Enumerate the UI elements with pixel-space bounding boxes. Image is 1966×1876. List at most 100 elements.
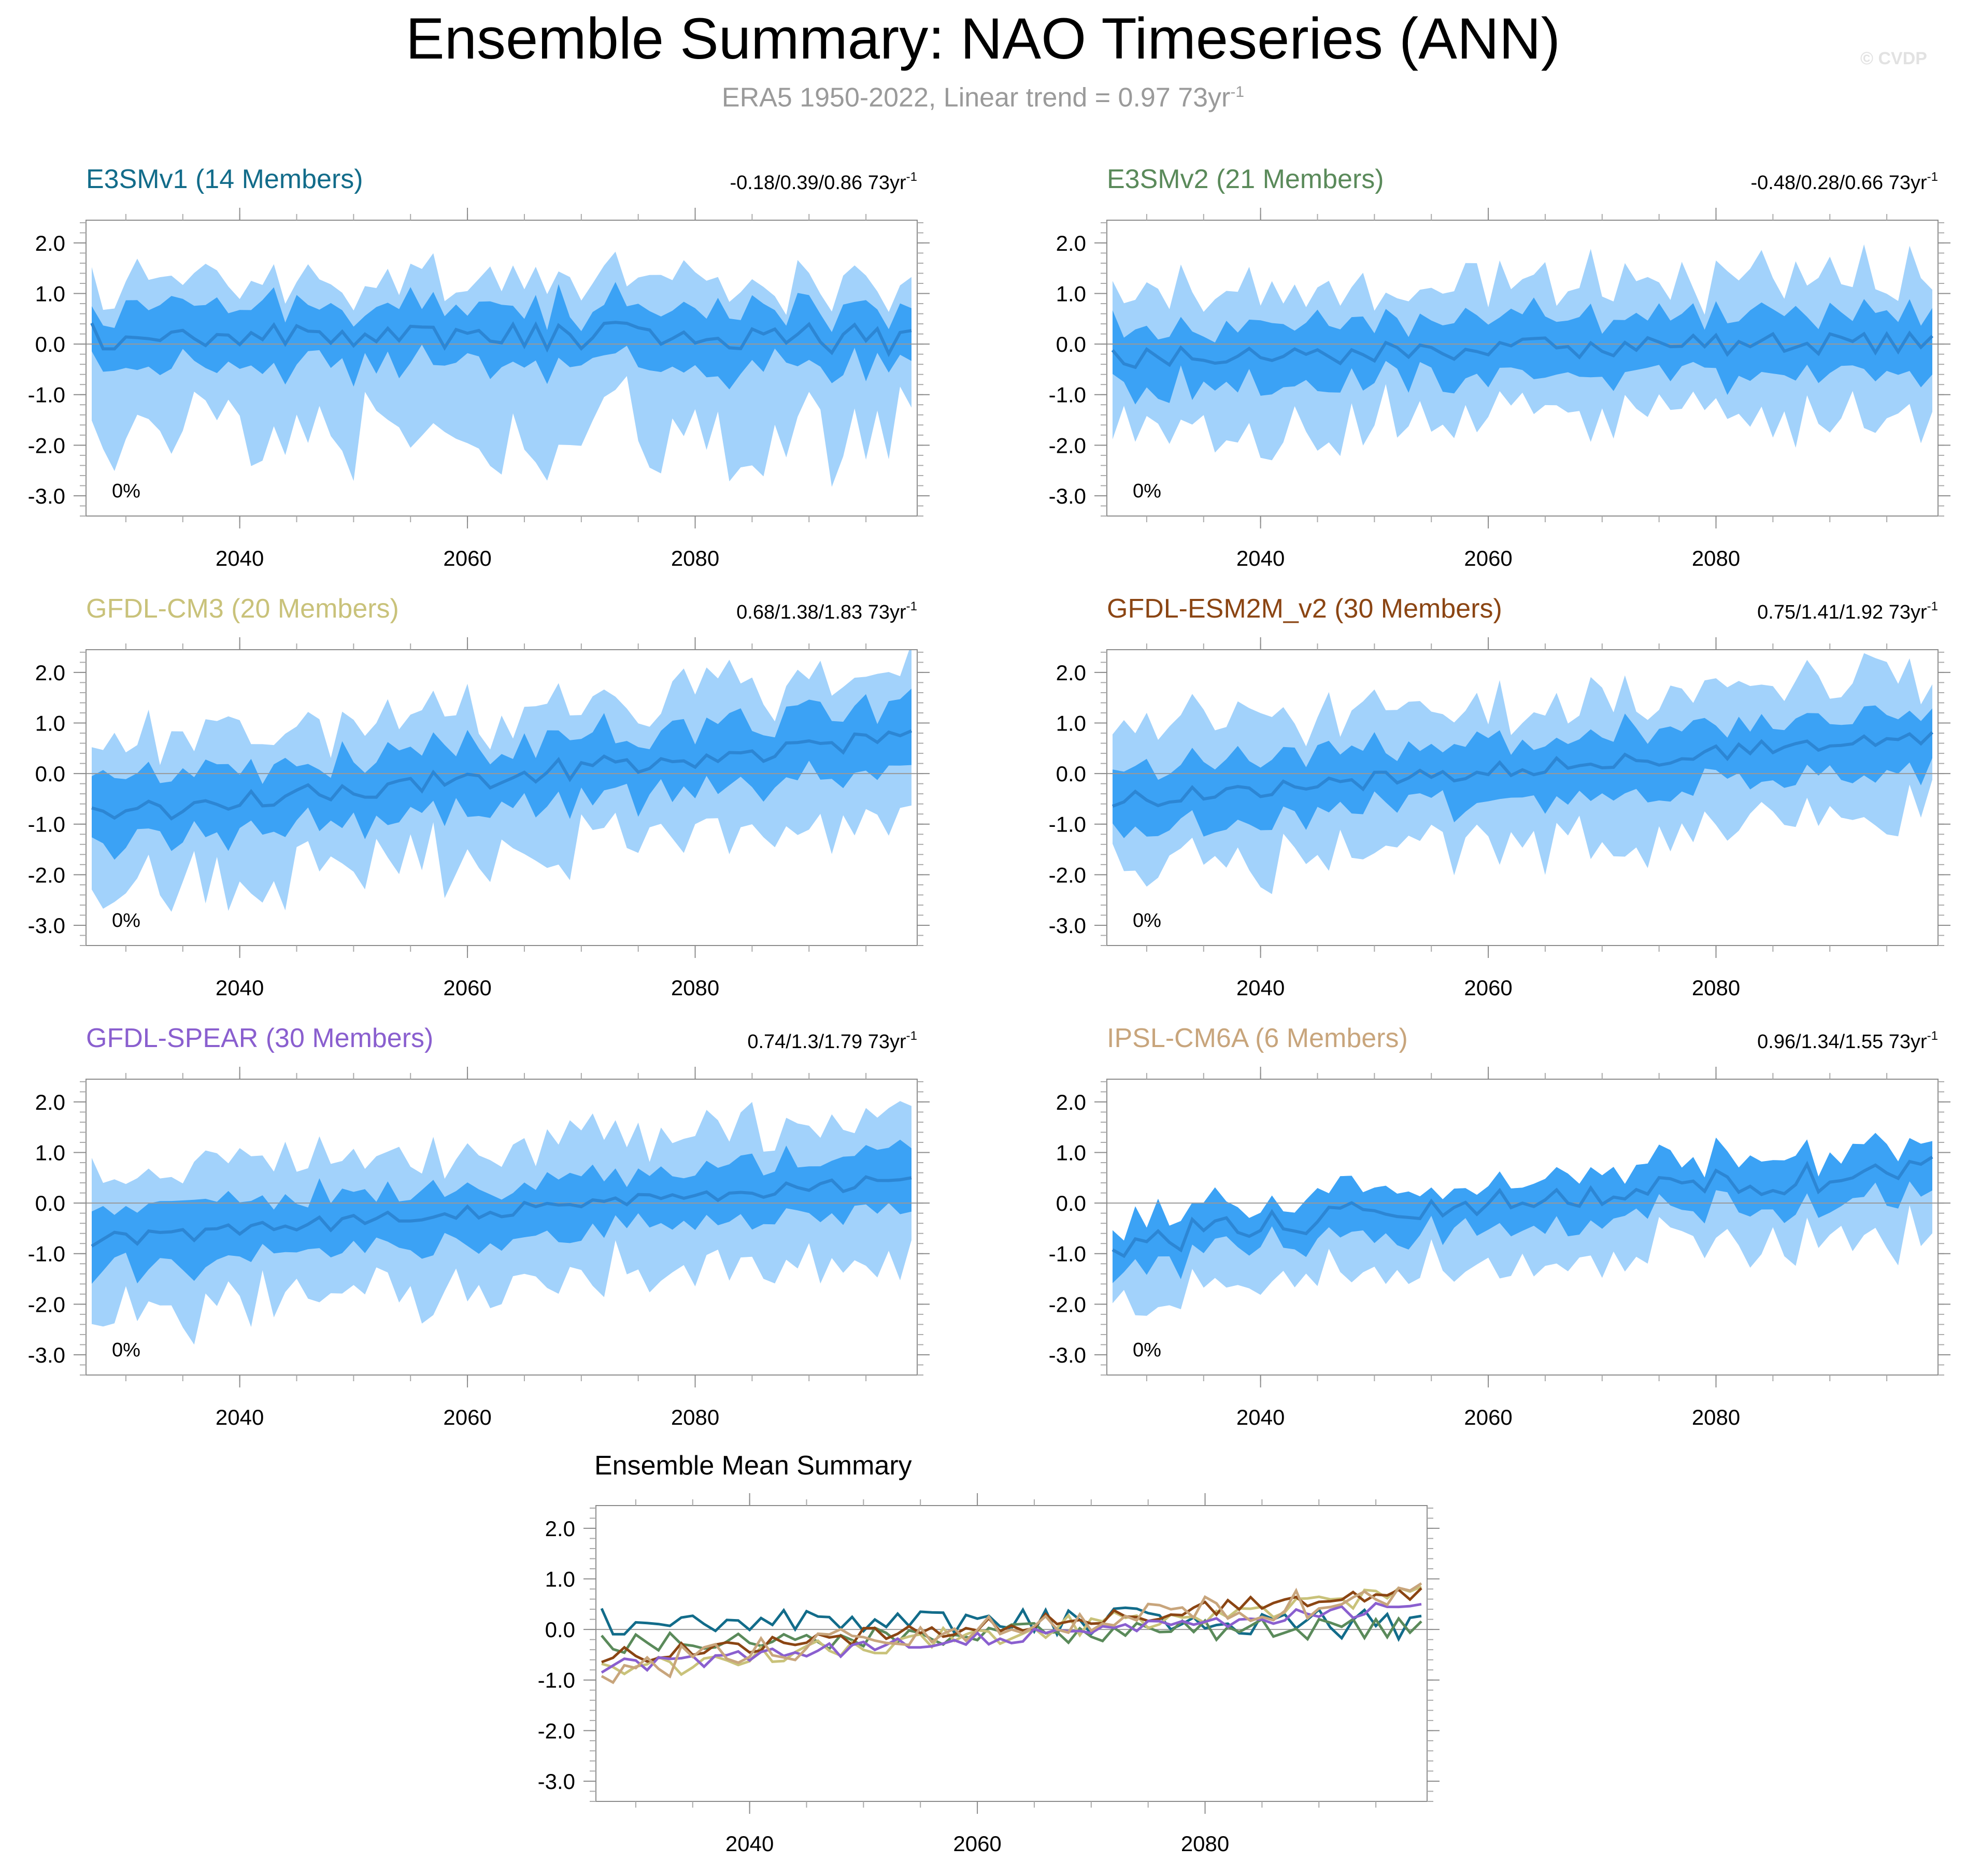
panel-ipsl-cm6a-percent-label: 0%: [1133, 1339, 1161, 1361]
panel-e3smv2-ytick-label: -3.0: [1049, 484, 1086, 508]
panel-gfdl-spear: 2.0 1.0 0.0 -1.0 -2.0 -3.0 2040 2060 2080 GFDL-SP…: [28, 1023, 930, 1429]
panel-gfdl-esm2m-v2-plot-area: [1107, 653, 1938, 894]
subtitle-exponent: -1: [1230, 83, 1245, 101]
panel-gfdl-spear-trend-label: 0.74/1.3/1.79 73yr-1: [747, 1029, 917, 1053]
panel-gfdl-cm3-xtick-label: 2040: [216, 976, 264, 1000]
panel-e3smv1-plot-area: [86, 251, 917, 487]
cvdp-watermark: © CVDP: [1860, 49, 1927, 68]
panel-gfdl-spear-mean-line: [91, 1175, 912, 1248]
summary-ytick-label: -1.0: [538, 1668, 575, 1693]
panel-gfdl-spear-trend-value: 0.74/1.3/1.79 73yr: [747, 1031, 906, 1053]
panel-gfdl-cm3-ytick-label: 2.0: [35, 661, 65, 685]
ensemble-mean-summary: Ensemble Mean Summary 2.0 1.0 0.0 -1.0 -2.0 -3…: [538, 1451, 1440, 1856]
panel-gfdl-esm2m-v2-ytick-label: -1.0: [1049, 812, 1086, 837]
panel-gfdl-esm2m-v2-xtick-label: 2060: [1464, 976, 1512, 1000]
panel-e3smv1-ytick-label: -1.0: [28, 383, 65, 407]
panel-e3smv2-ytick-label: -2.0: [1049, 433, 1086, 457]
panel-e3smv1-inner-band: [92, 282, 911, 390]
panel-e3smv2-ytick-label: 2.0: [1056, 231, 1086, 255]
panel-e3smv1-percent-label: 0%: [112, 480, 140, 502]
panel-gfdl-cm3-trend-label: 0.68/1.38/1.83 73yr-1: [736, 599, 917, 623]
panel-gfdl-spear-percent-label: 0%: [112, 1339, 140, 1361]
panel-gfdl-cm3-ytick-label: 0.0: [35, 762, 65, 786]
summary-ytick-label: -2.0: [538, 1719, 575, 1743]
panel-e3smv1-ytick-label: 1.0: [35, 282, 65, 306]
panel-gfdl-spear-plot-area: [86, 1101, 917, 1345]
summary-frame: [595, 1505, 1428, 1802]
summary-line-ipsl-cm6a: [601, 1582, 1422, 1684]
panel-gfdl-esm2m-v2-trend-label: 0.75/1.41/1.92 73yr-1: [1757, 599, 1938, 623]
panel-gfdl-esm2m-v2-xtick-label: 2040: [1236, 976, 1285, 1000]
panel-e3smv1-ytick-label: -2.0: [28, 433, 65, 457]
panel-ipsl-cm6a-trend-label: 0.96/1.34/1.55 73yr-1: [1757, 1029, 1938, 1053]
panel-gfdl-spear-trend-exponent: -1: [906, 1029, 917, 1043]
panel-gfdl-cm3-frame: [86, 649, 918, 946]
summary-xtick-label: 2060: [953, 1831, 1001, 1856]
panel-gfdl-cm3-trend-exponent: -1: [906, 599, 917, 613]
panel-e3smv2: 2.0 1.0 0.0 -1.0 -2.0 -3.0 2040 2060 2080 E3SMv2 …: [1049, 164, 1950, 570]
summary-plot-area: [596, 1582, 1427, 1684]
panel-gfdl-cm3-ytick-label: 1.0: [35, 711, 65, 736]
panel-gfdl-spear-ytick-label: 1.0: [35, 1141, 65, 1165]
panel-ipsl-cm6a-trend-exponent: -1: [1927, 1029, 1938, 1043]
panel-e3smv2-trend-value: -0.48/0.28/0.66 73yr: [1751, 172, 1927, 194]
panel-gfdl-cm3-title: GFDL-CM3 (20 Members): [86, 594, 399, 624]
panel-ipsl-cm6a-xtick-label: 2060: [1464, 1405, 1512, 1429]
panel-gfdl-spear-xtick-label: 2040: [216, 1405, 264, 1429]
panel-gfdl-cm3-mean-line: [91, 729, 913, 821]
figure-subtitle: ERA5 1950-2022, Linear trend = 0.97 73yr…: [0, 76, 1966, 114]
panel-gfdl-esm2m-v2-trend-value: 0.75/1.41/1.92 73yr: [1757, 602, 1927, 623]
panel-gfdl-esm2m-v2-title: GFDL-ESM2M_v2 (30 Members): [1107, 594, 1502, 624]
panel-gfdl-cm3-xtick-label: 2060: [443, 976, 491, 1000]
panel-gfdl-spear-ytick-label: -2.0: [28, 1292, 65, 1316]
panel-e3smv2-trend-label: -0.48/0.28/0.66 73yr-1: [1751, 170, 1938, 194]
panel-ipsl-cm6a-ytick-label: -2.0: [1049, 1292, 1086, 1316]
panel-e3smv2-ytick-label: 0.0: [1056, 332, 1086, 356]
summary-line-gfdl-spear: [601, 1601, 1422, 1674]
subtitle-text: ERA5 1950-2022, Linear trend = 0.97 73yr: [721, 82, 1231, 113]
panel-e3smv2-ytick-label: 1.0: [1056, 282, 1086, 306]
panel-e3smv1-ytick-label: 0.0: [35, 332, 65, 356]
panel-e3smv2-xtick-label: 2040: [1236, 546, 1285, 570]
panel-gfdl-esm2m-v2: 2.0 1.0 0.0 -1.0 -2.0 -3.0 2040 2060 2080 GFDL-ES…: [1049, 594, 1950, 1000]
panel-gfdl-spear-xtick-label: 2080: [671, 1405, 719, 1429]
panel-gfdl-spear-ytick-label: -1.0: [28, 1242, 65, 1266]
panel-e3smv1-title: E3SMv1 (14 Members): [86, 164, 363, 194]
panel-gfdl-esm2m-v2-xtick-label: 2080: [1692, 976, 1740, 1000]
panel-e3smv1-frame: [86, 220, 918, 517]
panel-gfdl-spear-inner-band: [92, 1139, 911, 1284]
summary-line-gfdl-esm2m-v2: [601, 1587, 1422, 1664]
panel-gfdl-cm3-inner-band: [92, 689, 911, 860]
panel-e3smv1-mean-line: [90, 321, 912, 357]
panel-ipsl-cm6a-title: IPSL-CM6A (6 Members): [1107, 1023, 1408, 1053]
summary-xtick-label: 2080: [1181, 1831, 1229, 1856]
panel-gfdl-esm2m-v2-ytick-label: -2.0: [1049, 863, 1086, 887]
panel-e3smv2-ytick-label: -1.0: [1049, 383, 1086, 407]
panel-ipsl-cm6a-xtick-label: 2040: [1236, 1405, 1285, 1429]
panel-ipsl-cm6a-frame: [1106, 1079, 1939, 1376]
panel-ipsl-cm6a-xtick-label: 2080: [1692, 1405, 1740, 1429]
panel-ipsl-cm6a-mean-line: [1112, 1155, 1933, 1258]
panel-gfdl-cm3-ytick-label: -3.0: [28, 913, 65, 938]
panel-gfdl-esm2m-v2-inner-band: [1113, 705, 1932, 838]
panel-gfdl-esm2m-v2-percent-label: 0%: [1133, 910, 1161, 932]
summary-xtick-label: 2040: [725, 1831, 774, 1856]
panel-gfdl-esm2m-v2-ytick-label: -3.0: [1049, 913, 1086, 938]
panel-e3smv1-ytick-label: 2.0: [35, 231, 65, 255]
panel-gfdl-cm3-ytick-label: -2.0: [28, 863, 65, 887]
panel-e3smv2-mean-line: [1111, 330, 1934, 369]
summary-ytick-label: 1.0: [545, 1567, 575, 1592]
panel-gfdl-spear-title: GFDL-SPEAR (30 Members): [86, 1023, 433, 1053]
summary-ytick-label: -3.0: [538, 1769, 575, 1794]
panel-gfdl-spear-ytick-label: -3.0: [28, 1343, 65, 1367]
panel-gfdl-cm3-plot-area: [86, 650, 917, 912]
panel-ipsl-cm6a-ytick-label: -1.0: [1049, 1242, 1086, 1266]
panel-gfdl-esm2m-v2-mean-line: [1112, 731, 1934, 808]
panel-gfdl-cm3-ytick-label: -1.0: [28, 812, 65, 837]
panel-e3smv1-xtick-label: 2040: [216, 546, 264, 570]
panel-gfdl-spear-frame: [86, 1079, 918, 1376]
panel-gfdl-esm2m-v2-frame: [1106, 649, 1939, 946]
panel-gfdl-esm2m-v2-ytick-label: 1.0: [1056, 711, 1086, 736]
panel-e3smv2-xtick-label: 2080: [1692, 546, 1740, 570]
